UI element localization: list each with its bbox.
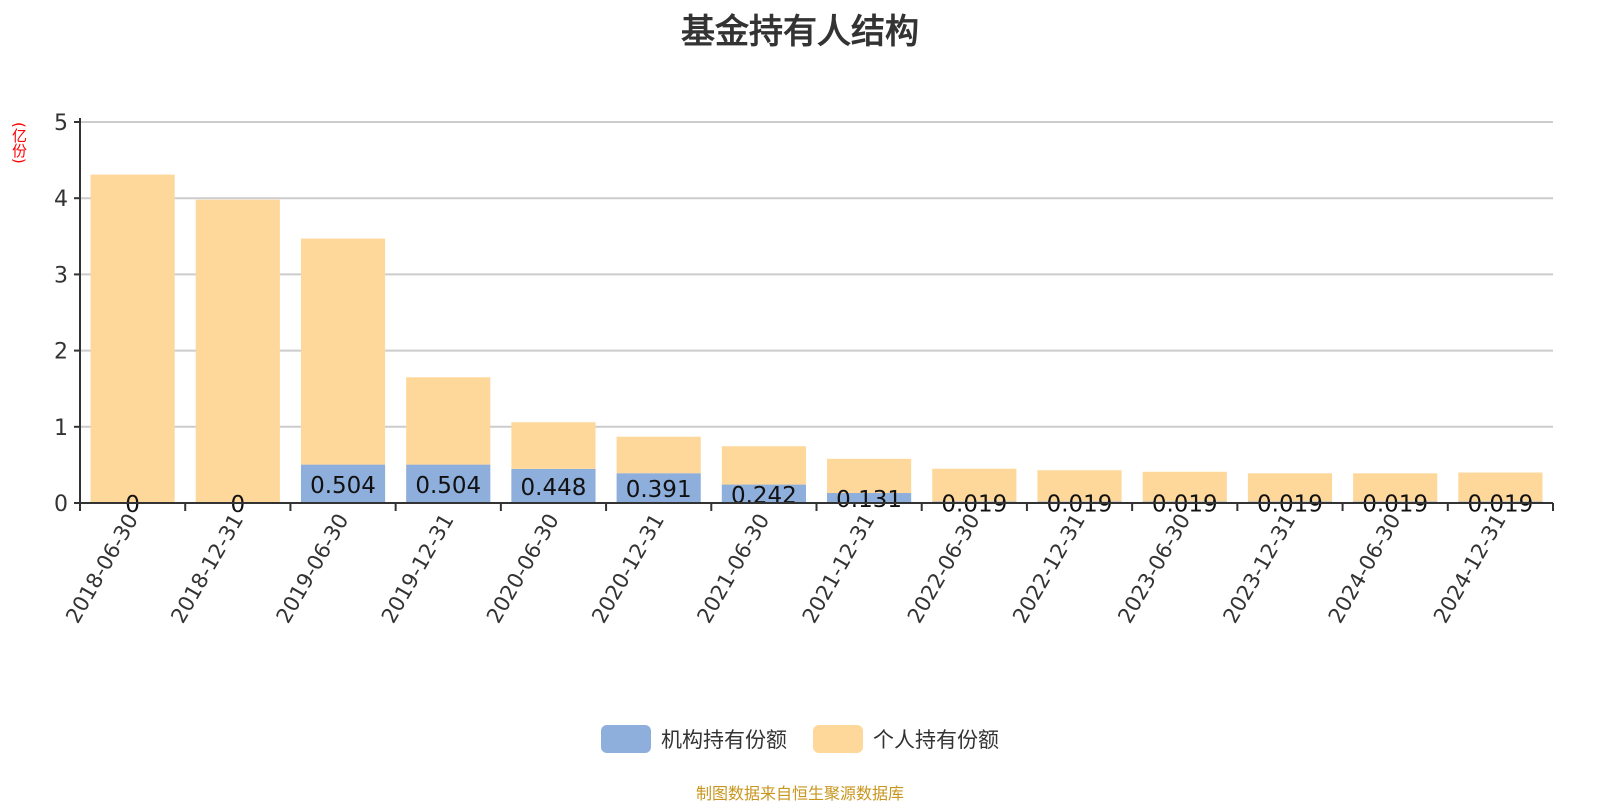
- bar-individual: [932, 468, 1017, 502]
- y-tick-label: 4: [54, 187, 68, 212]
- x-tick-label: 2023-06-30: [1113, 510, 1195, 628]
- bar-individual: [300, 238, 386, 465]
- x-tick-label: 2020-12-31: [587, 510, 669, 628]
- data-label-institution: 0.242: [731, 483, 797, 509]
- x-tick-label: 2020-06-30: [482, 510, 564, 628]
- bar-individual: [827, 458, 912, 494]
- data-label-institution: 0: [231, 492, 246, 518]
- data-label-institution: 0.019: [1467, 491, 1533, 517]
- data-label-institution: 0: [125, 492, 140, 518]
- data-label-institution: 0.391: [626, 477, 692, 503]
- y-tick-label: 1: [54, 416, 68, 441]
- bar-individual: [1142, 471, 1227, 502]
- data-label-institution: 0.504: [415, 473, 481, 499]
- bar-institution: [616, 473, 701, 503]
- x-tick-label: 2022-06-30: [903, 510, 985, 628]
- bar-institution: [511, 468, 596, 503]
- data-label-institution: 0.019: [1362, 491, 1428, 517]
- bar-individual: [90, 174, 175, 503]
- legend-label-individual: 个人持有份额: [873, 728, 999, 752]
- y-axis-unit: (亿份): [10, 122, 28, 164]
- data-source-footer: 制图数据来自恒生聚源数据库: [695, 784, 904, 803]
- x-tick-label: 2021-06-30: [692, 510, 774, 628]
- x-tick-label: 2019-06-30: [272, 510, 354, 628]
- legend-label-institution: 机构持有份额: [661, 728, 787, 752]
- bar-individual: [1247, 473, 1333, 502]
- legend-item-individual[interactable]: 个人持有份额: [813, 724, 999, 754]
- legend-swatch-individual: [813, 725, 863, 753]
- bar-individual: [1037, 470, 1122, 502]
- legend-item-institution[interactable]: 机构持有份额: [601, 724, 787, 754]
- bar-individual: [721, 446, 806, 485]
- data-label-institution: 0.504: [310, 473, 376, 499]
- data-label-institution: 0.019: [1152, 491, 1218, 517]
- data-label-institution: 0.131: [836, 487, 902, 513]
- bar-individual: [1458, 472, 1543, 502]
- bar-individual: [195, 199, 280, 503]
- x-tick-label: 2023-12-31: [1218, 510, 1300, 628]
- bar-individual: [511, 422, 596, 469]
- y-tick-label: 2: [54, 340, 68, 365]
- data-label-institution: 0.019: [1047, 491, 1113, 517]
- bar-individual: [406, 377, 491, 465]
- bar-institution: [721, 484, 806, 503]
- bar-institution: [300, 464, 386, 503]
- x-tick-label: 2018-12-31: [166, 510, 248, 628]
- bar-individual: [1353, 473, 1438, 502]
- data-label-institution: 0.448: [521, 475, 587, 501]
- y-tick-label: 5: [54, 111, 68, 136]
- data-label-institution: 0.019: [941, 491, 1007, 517]
- legend: 机构持有份额 个人持有份额: [0, 724, 1600, 754]
- x-tick-label: 2018-06-30: [61, 510, 143, 628]
- y-tick-label: 0: [54, 492, 68, 517]
- x-tick-label: 2024-12-31: [1429, 510, 1511, 628]
- data-label-institution: 0.019: [1257, 491, 1323, 517]
- bar-individual: [616, 436, 701, 474]
- bar-institution: [406, 464, 491, 503]
- chart-title: 基金持有人结构: [681, 12, 919, 52]
- x-tick-label: 2024-06-30: [1324, 510, 1406, 628]
- x-tick-label: 2021-12-31: [798, 510, 880, 628]
- y-tick-label: 3: [54, 263, 68, 288]
- x-tick-label: 2022-12-31: [1008, 510, 1090, 628]
- bar-institution: [827, 493, 912, 503]
- x-tick-label: 2019-12-31: [377, 510, 459, 628]
- legend-swatch-institution: [601, 725, 651, 753]
